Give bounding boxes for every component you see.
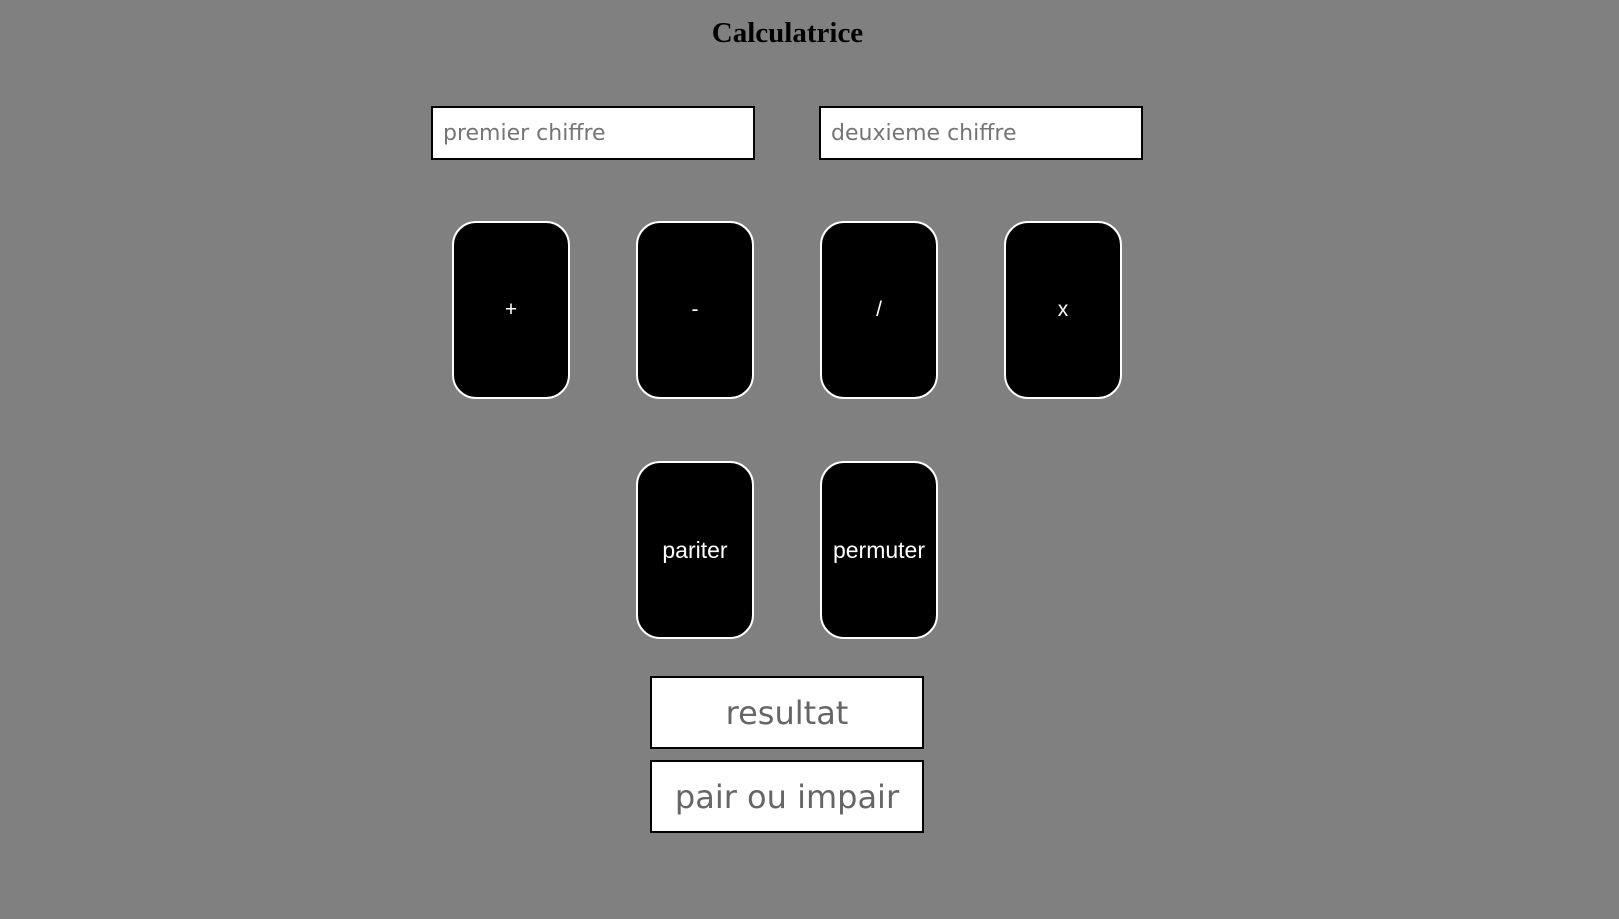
second-number-input[interactable] bbox=[819, 106, 1143, 160]
subtract-button[interactable]: - bbox=[636, 221, 754, 399]
first-number-input[interactable] bbox=[431, 106, 755, 160]
multiply-button[interactable]: x bbox=[1004, 221, 1122, 399]
page-title: Calculatrice bbox=[711, 17, 864, 49]
divide-button[interactable]: / bbox=[820, 221, 938, 399]
result-display: resultat bbox=[650, 676, 924, 749]
swap-button[interactable]: permuter bbox=[820, 461, 938, 639]
parity-display: pair ou impair bbox=[650, 760, 924, 833]
add-button[interactable]: + bbox=[452, 221, 570, 399]
parity-button[interactable]: pariter bbox=[636, 461, 754, 639]
